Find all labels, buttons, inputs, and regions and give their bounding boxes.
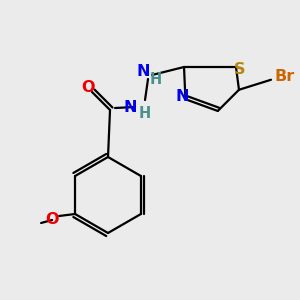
Text: N: N [176,89,189,104]
Text: O: O [45,212,59,227]
Text: H: H [139,106,151,122]
Text: O: O [81,80,95,94]
Text: N: N [123,100,137,116]
Text: S: S [234,61,246,76]
Text: H: H [150,73,162,88]
Text: N: N [136,64,150,80]
Text: Br: Br [275,69,295,84]
